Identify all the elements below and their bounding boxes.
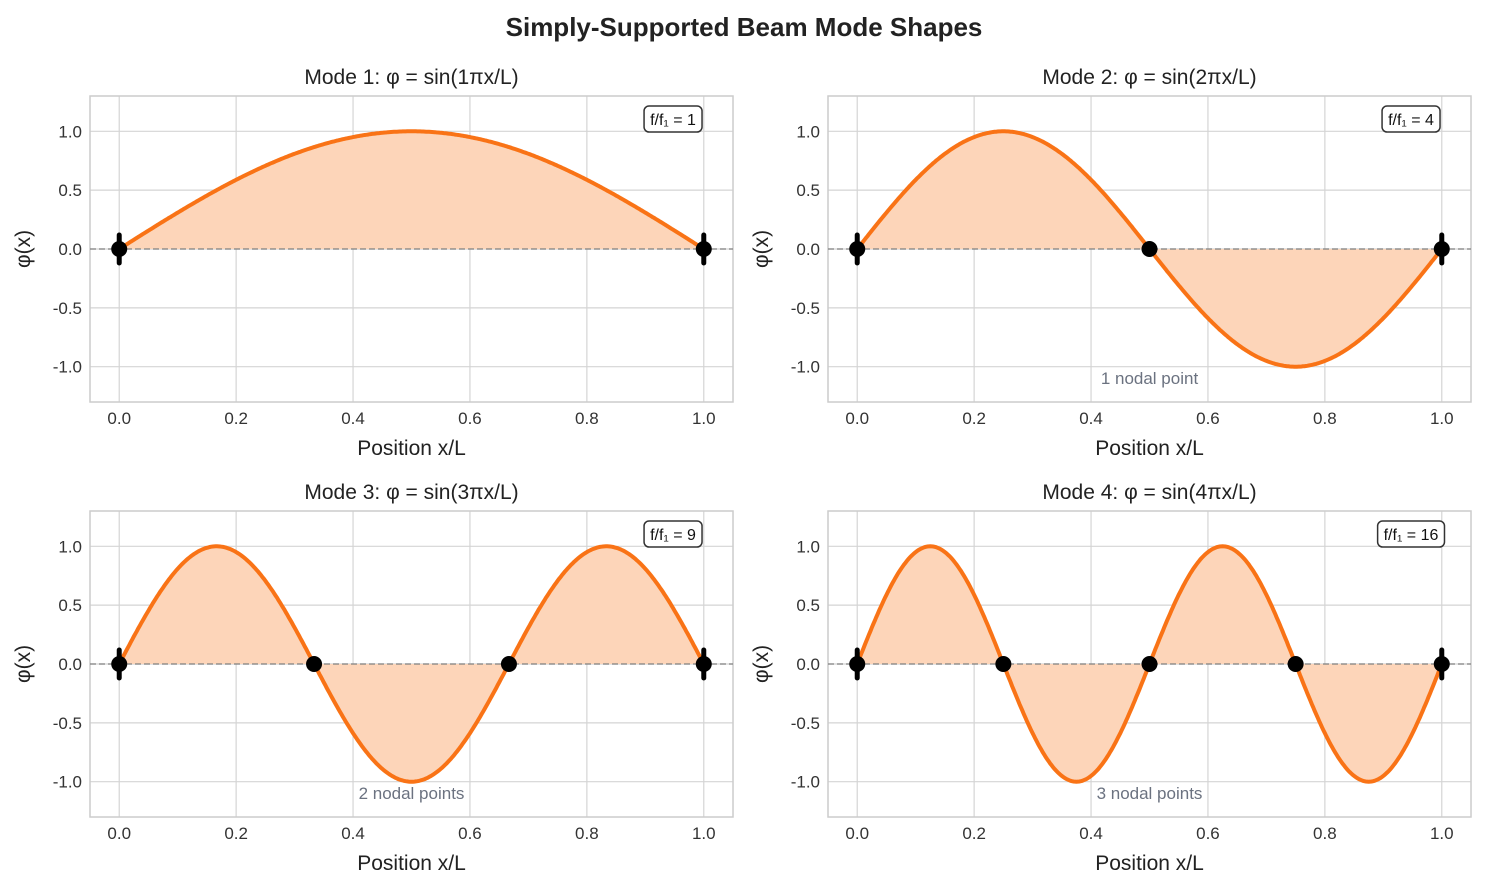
y-axis-label: φ(x) xyxy=(12,645,35,683)
nodal-point xyxy=(695,656,712,672)
nodal-point xyxy=(995,656,1012,672)
x-tick-label: 0.2 xyxy=(224,824,248,843)
x-tick-label: 0.8 xyxy=(1313,824,1337,843)
x-tick-label: 1.0 xyxy=(692,824,716,843)
frequency-ratio-box: f/f₁ = 9 xyxy=(643,520,703,548)
y-tick-label: -0.5 xyxy=(53,299,82,318)
y-tick-label: -0.5 xyxy=(791,299,820,318)
x-tick-label: 0.0 xyxy=(107,824,131,843)
y-tick-label: -1.0 xyxy=(53,358,82,377)
subplot-title: Mode 4: φ = sin(4πx/L) xyxy=(1042,481,1256,504)
y-tick-label: -0.5 xyxy=(53,714,82,733)
y-tick-label: 0.0 xyxy=(58,240,82,259)
x-tick-label: 0.0 xyxy=(845,824,869,843)
y-tick-label: 1.0 xyxy=(796,122,820,141)
subplot-3: 0.0 0.2 0.4 0.6 0.8 1.0 -1.0 -0.5 0.0 0.5 1.0 Mode … xyxy=(12,481,734,875)
frequency-ratio-label: f/f₁ = 9 xyxy=(650,527,696,544)
x-axis-label: Position x/L xyxy=(1095,437,1204,460)
nodal-point xyxy=(306,656,323,672)
nodal-point xyxy=(1141,241,1158,257)
subplot-title: Mode 1: φ = sin(1πx/L) xyxy=(304,66,518,89)
frequency-box-frame xyxy=(643,105,703,133)
nodal-point xyxy=(111,241,128,257)
nodal-point xyxy=(1141,656,1158,672)
y-tick-label: 1.0 xyxy=(796,537,820,556)
nodal-point xyxy=(695,241,712,257)
x-tick-label: 0.4 xyxy=(341,824,365,843)
x-tick-label: 0.8 xyxy=(575,824,599,843)
y-tick-label: 0.5 xyxy=(58,181,82,200)
y-axis-label: φ(x) xyxy=(12,230,35,268)
x-tick-label: 1.0 xyxy=(1430,824,1454,843)
x-tick-label: 0.6 xyxy=(458,409,482,428)
x-tick-label: 1.0 xyxy=(1430,409,1454,428)
frequency-ratio-box: f/f₁ = 16 xyxy=(1376,520,1446,548)
mode-fill-area xyxy=(119,546,704,782)
x-tick-label: 0.8 xyxy=(1313,409,1337,428)
subplot-title: Mode 2: φ = sin(2πx/L) xyxy=(1042,66,1256,89)
y-tick-label: -1.0 xyxy=(791,773,820,792)
frequency-box-frame xyxy=(1381,105,1441,133)
frequency-ratio-label: f/f₁ = 16 xyxy=(1384,527,1439,544)
x-axis-label: Position x/L xyxy=(357,852,466,875)
x-tick-label: 1.0 xyxy=(692,409,716,428)
x-tick-label: 0.0 xyxy=(107,409,131,428)
frequency-box-frame xyxy=(1376,520,1446,548)
frequency-box-frame xyxy=(643,520,703,548)
y-tick-label: -1.0 xyxy=(53,773,82,792)
nodal-point xyxy=(111,656,128,672)
x-tick-label: 0.4 xyxy=(341,409,365,428)
nodal-point xyxy=(500,656,517,672)
subplot-2: 0.0 0.2 0.4 0.6 0.8 1.0 -1.0 -0.5 0.0 0.5 1.0 Mode … xyxy=(750,66,1472,460)
y-axis-label: φ(x) xyxy=(750,645,773,683)
y-tick-label: -0.5 xyxy=(791,714,820,733)
x-tick-label: 0.0 xyxy=(845,409,869,428)
nodal-point xyxy=(1433,241,1450,257)
x-tick-label: 0.4 xyxy=(1079,409,1103,428)
nodal-point xyxy=(1287,656,1304,672)
x-tick-label: 0.6 xyxy=(1196,824,1220,843)
subplot-title: Mode 3: φ = sin(3πx/L) xyxy=(304,481,518,504)
y-tick-label: 0.0 xyxy=(796,240,820,259)
nodal-point xyxy=(1433,656,1450,672)
frequency-ratio-box: f/f₁ = 1 xyxy=(643,105,703,133)
nodal-point xyxy=(849,656,866,672)
x-axis-label: Position x/L xyxy=(1095,852,1204,875)
x-tick-label: 0.6 xyxy=(458,824,482,843)
nodal-point xyxy=(849,241,866,257)
mode-fill-area xyxy=(119,131,704,249)
x-tick-label: 0.2 xyxy=(962,824,986,843)
x-tick-label: 0.6 xyxy=(1196,409,1220,428)
frequency-ratio-box: f/f₁ = 4 xyxy=(1381,105,1441,133)
x-tick-label: 0.2 xyxy=(962,409,986,428)
y-axis-label: φ(x) xyxy=(750,230,773,268)
nodal-count-label: 1 nodal point xyxy=(1101,369,1199,388)
y-tick-label: -1.0 xyxy=(791,358,820,377)
x-axis-label: Position x/L xyxy=(357,437,466,460)
frequency-ratio-label: f/f₁ = 1 xyxy=(650,112,696,129)
y-tick-label: 0.0 xyxy=(58,655,82,674)
y-tick-label: 0.5 xyxy=(796,596,820,615)
nodal-count-label: 3 nodal points xyxy=(1097,784,1203,803)
subplot-4: 0.0 0.2 0.4 0.6 0.8 1.0 -1.0 -0.5 0.0 0.5 1.0 Mode … xyxy=(750,481,1472,875)
y-tick-label: 1.0 xyxy=(58,122,82,141)
y-tick-label: 0.5 xyxy=(58,596,82,615)
mode-shape-line xyxy=(118,129,705,251)
frequency-ratio-label: f/f₁ = 4 xyxy=(1388,112,1434,129)
y-tick-label: 0.5 xyxy=(796,181,820,200)
y-tick-label: 1.0 xyxy=(58,537,82,556)
mode-shape-line xyxy=(117,544,706,784)
nodal-count-label: 2 nodal points xyxy=(359,784,465,803)
figure-title: Simply-Supported Beam Mode Shapes xyxy=(506,12,983,42)
x-tick-label: 0.2 xyxy=(224,409,248,428)
x-tick-label: 0.8 xyxy=(575,409,599,428)
subplot-1: 0.0 0.2 0.4 0.6 0.8 1.0 -1.0 -0.5 0.0 0.5 1.0 Mode … xyxy=(12,66,734,460)
y-tick-label: 0.0 xyxy=(796,655,820,674)
x-tick-label: 0.4 xyxy=(1079,824,1103,843)
